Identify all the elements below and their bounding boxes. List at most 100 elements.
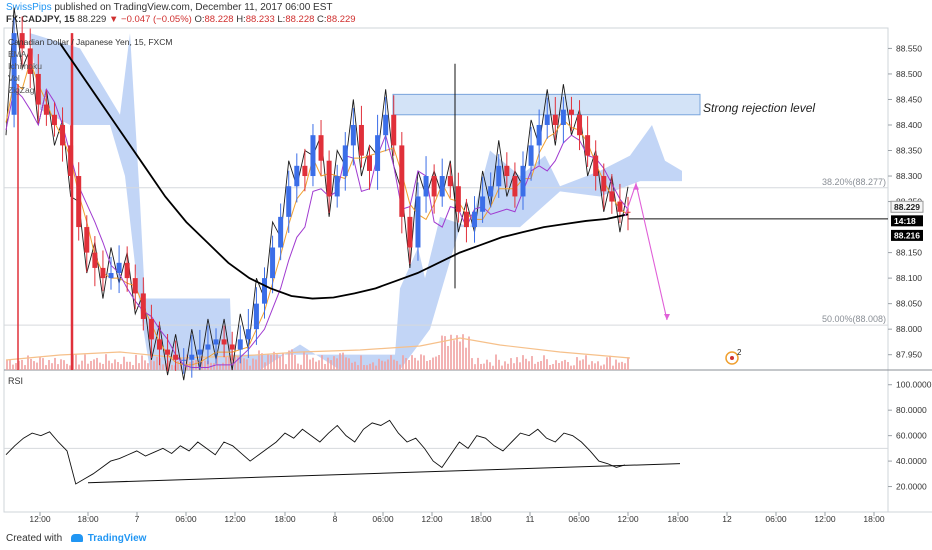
volume-bar	[12, 364, 14, 370]
rejection-label: Strong rejection level	[703, 101, 815, 115]
volume-bar	[36, 362, 38, 370]
volume-bar	[576, 357, 578, 370]
volume-bar	[309, 359, 311, 370]
volume-bar	[609, 355, 611, 370]
volume-bar	[144, 360, 146, 370]
candle-body	[286, 186, 292, 217]
candle-body	[302, 165, 308, 177]
volume-bar	[306, 354, 308, 370]
volume-bar	[618, 362, 620, 370]
volume-bar	[105, 354, 107, 370]
volume-bar	[300, 364, 302, 370]
candle-body	[609, 191, 615, 202]
volume-bar	[363, 365, 365, 370]
legend-item-ichimoku[interactable]: Ichimoku	[8, 61, 43, 71]
price-tick-label: 88.000	[896, 324, 922, 334]
time-tick-label: 18:00	[863, 514, 885, 524]
legend-item-zigzag[interactable]: ZigZag	[8, 85, 35, 95]
volume-bar	[261, 353, 263, 370]
volume-bar	[423, 355, 425, 370]
volume-bar	[96, 357, 98, 370]
symbol-name: FX:CADJPY, 15	[6, 14, 75, 25]
candle-body	[51, 114, 57, 125]
time-tick-label: 06:00	[372, 514, 394, 524]
volume-bar	[384, 361, 386, 370]
volume-bar	[33, 361, 35, 370]
time-tick-label: 8	[333, 514, 338, 524]
volume-bar	[276, 354, 278, 370]
candle-body	[439, 176, 445, 197]
price-tick-label: 88.450	[896, 94, 922, 104]
volume-bar	[342, 352, 344, 370]
volume-bar	[39, 356, 41, 370]
low-value: 88.228	[285, 14, 315, 25]
candle-body	[108, 273, 114, 279]
volume-bar	[24, 365, 26, 370]
volume-bar	[93, 359, 95, 370]
volume-bar	[603, 364, 605, 370]
candle-body	[560, 109, 566, 125]
candle-body	[19, 33, 25, 49]
volume-bar	[84, 354, 86, 370]
volume-bar	[501, 365, 503, 370]
high-label: H:	[236, 14, 246, 25]
volume-bar	[489, 362, 491, 370]
volume-bar	[27, 355, 29, 370]
moving-average-line	[59, 42, 629, 300]
volume-bar	[528, 361, 530, 370]
symbol-line: FX:CADJPY, 15 88.229 ▼ −0.047 (−0.05%) O…	[6, 14, 356, 25]
volume-bar	[390, 355, 392, 370]
volume-bar	[453, 340, 455, 370]
fib-label-0: 38.20%(88.277)	[822, 177, 886, 187]
last-price: 88.229	[77, 14, 107, 25]
candle-body	[140, 293, 146, 319]
volume-bar	[141, 355, 143, 370]
tradingview-brand[interactable]: TradingView	[87, 533, 147, 544]
volume-bar	[147, 363, 149, 370]
volume-bar	[45, 365, 47, 370]
time-tick-label: 11	[526, 514, 535, 524]
volume-bar	[153, 361, 155, 370]
volume-bar	[99, 362, 101, 370]
legend-item-ema[interactable]: EMA	[8, 49, 27, 59]
volume-bar	[426, 361, 428, 370]
volume-bar	[303, 351, 305, 370]
publisher-name[interactable]: SwissPips	[6, 2, 52, 13]
volume-bar	[291, 349, 293, 370]
candle-body	[399, 145, 405, 217]
volume-bar	[558, 362, 560, 370]
candle-body	[27, 48, 33, 74]
volume-bar	[150, 358, 152, 370]
candle-body	[229, 344, 235, 350]
volume-bar	[225, 356, 227, 370]
candle-body	[205, 344, 211, 350]
candle-body	[536, 124, 542, 146]
candle-body	[278, 216, 284, 248]
rsi-line	[5, 419, 626, 485]
volume-bar	[267, 354, 269, 370]
volume-bar	[15, 363, 17, 370]
volume-bar	[546, 359, 548, 370]
price-badge-text: 88.216	[894, 230, 920, 240]
candle-body	[552, 114, 558, 125]
volume-bar	[540, 360, 542, 370]
candle-body	[148, 318, 154, 340]
legend-title: Canadian Dollar / Japanese Yen, 15, FXCM	[8, 37, 173, 47]
candle-body	[294, 165, 300, 187]
volume-bar	[213, 363, 215, 370]
volume-bar	[177, 361, 179, 370]
legend-item-vol[interactable]: Vol	[8, 73, 20, 83]
volume-bar	[399, 364, 401, 370]
volume-bar	[204, 360, 206, 370]
price-badge-text: 88.229	[894, 202, 920, 212]
volume-bar	[612, 365, 614, 370]
volume-bar	[222, 362, 224, 370]
volume-bar	[534, 363, 536, 370]
volume-bar	[240, 357, 242, 370]
volume-bar	[480, 363, 482, 370]
volume-bar	[243, 358, 245, 370]
time-tick-label: 12:00	[29, 514, 51, 524]
projection-arrows	[624, 181, 670, 321]
candle-body	[342, 145, 348, 177]
